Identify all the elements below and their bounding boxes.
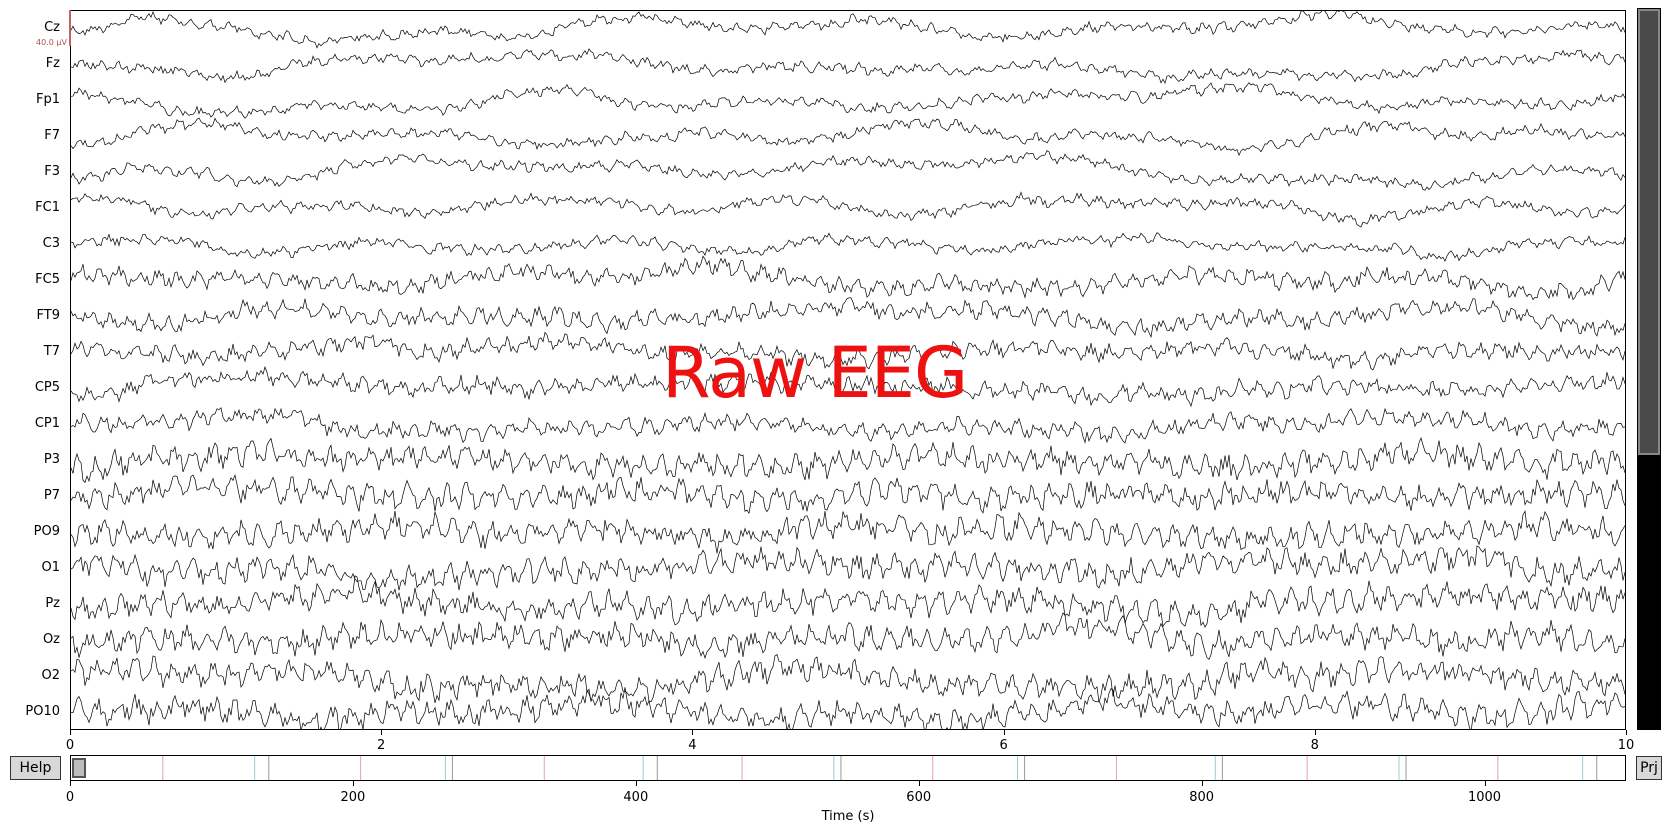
channel-label-f3[interactable]: F3 xyxy=(44,164,60,179)
overview-tick-label: 200 xyxy=(340,790,366,805)
trace-cz[interactable] xyxy=(71,11,1625,49)
scale-bar xyxy=(69,10,71,46)
x-tick-mark xyxy=(1626,730,1627,735)
x-tick-label: 8 xyxy=(1310,738,1319,753)
overview-tick-mark xyxy=(1484,781,1486,786)
trace-po10[interactable] xyxy=(71,687,1625,729)
time-scrollbar-thumb[interactable] xyxy=(72,758,86,778)
overview-tick-mark xyxy=(635,781,637,786)
channel-label-o2[interactable]: O2 xyxy=(41,668,60,683)
overview-tick-mark xyxy=(70,781,71,786)
x-tick-label: 6 xyxy=(999,738,1008,753)
eeg-traces xyxy=(71,11,1625,729)
trace-p3[interactable] xyxy=(71,436,1625,484)
overview-tick-label: 600 xyxy=(906,790,932,805)
trace-f3[interactable] xyxy=(71,150,1625,191)
channel-label-po10[interactable]: PO10 xyxy=(25,704,60,719)
overview-tick-label: 0 xyxy=(65,790,75,805)
x-tick-label: 2 xyxy=(377,738,386,753)
channel-label-f7[interactable]: F7 xyxy=(44,128,60,143)
trace-fc5[interactable] xyxy=(71,255,1625,301)
overview-tick-mark xyxy=(352,781,354,786)
channel-scrollbar[interactable] xyxy=(1637,8,1661,730)
channel-label-t7[interactable]: T7 xyxy=(43,344,60,359)
overview-tick-mark xyxy=(918,781,920,786)
channel-label-c3[interactable]: C3 xyxy=(42,236,60,251)
trace-c3[interactable] xyxy=(71,232,1625,262)
channel-label-cp5[interactable]: CP5 xyxy=(34,380,60,395)
channel-label-fc1[interactable]: FC1 xyxy=(35,200,60,215)
eeg-trace-plot[interactable] xyxy=(70,10,1626,730)
x-tick-mark xyxy=(70,730,71,735)
trace-cp1[interactable] xyxy=(71,407,1625,444)
trace-f7[interactable] xyxy=(71,117,1625,157)
trace-ft9[interactable] xyxy=(71,297,1625,339)
trace-fz[interactable] xyxy=(71,48,1625,85)
event-markers xyxy=(162,756,1598,780)
channel-label-fp1[interactable]: Fp1 xyxy=(35,92,60,107)
overview-tick-mark xyxy=(1201,781,1203,786)
trace-fc1[interactable] xyxy=(71,191,1625,228)
channel-label-cp1[interactable]: CP1 xyxy=(34,416,60,431)
trace-o1[interactable] xyxy=(71,545,1625,591)
channel-label-cz[interactable]: Cz xyxy=(44,20,60,35)
time-scrollbar[interactable] xyxy=(70,755,1626,781)
x-tick-label: 0 xyxy=(65,738,75,753)
trace-oz[interactable] xyxy=(71,612,1625,660)
channel-label-fc5[interactable]: FC5 xyxy=(35,272,60,287)
trace-pz[interactable] xyxy=(71,575,1625,628)
channel-scrollbar-thumb[interactable] xyxy=(1638,9,1660,455)
overview-tick-label: 400 xyxy=(623,790,649,805)
channel-label-oz[interactable]: Oz xyxy=(42,632,60,647)
x-tick-mark xyxy=(1314,730,1316,735)
trace-p7[interactable] xyxy=(71,473,1625,515)
channel-label-po9[interactable]: PO9 xyxy=(33,524,60,539)
trace-o2[interactable] xyxy=(71,653,1625,704)
x-axis-label: Time (s) xyxy=(821,809,875,824)
trace-po9[interactable] xyxy=(71,510,1625,554)
help-button[interactable]: Help xyxy=(10,756,61,780)
channel-label-pz[interactable]: Pz xyxy=(45,596,60,611)
scale-label: 40.0 µV xyxy=(36,38,67,47)
overlay-title: Raw EEG xyxy=(662,332,968,414)
x-tick-mark xyxy=(1003,730,1005,735)
trace-cp5[interactable] xyxy=(71,365,1625,408)
channel-label-ft9[interactable]: FT9 xyxy=(36,308,60,323)
x-tick-mark xyxy=(692,730,694,735)
trace-t7[interactable] xyxy=(71,331,1625,371)
channel-label-p7[interactable]: P7 xyxy=(43,488,60,503)
channel-label-fz[interactable]: Fz xyxy=(45,56,60,71)
projector-button[interactable]: Prj xyxy=(1636,756,1662,780)
x-tick-mark xyxy=(381,730,383,735)
channel-label-o1[interactable]: O1 xyxy=(41,560,60,575)
overview-tick-label: 800 xyxy=(1189,790,1215,805)
x-tick-label: 10 xyxy=(1617,738,1635,753)
channel-label-p3[interactable]: P3 xyxy=(43,452,60,467)
overview-tick-label: 1000 xyxy=(1467,790,1502,805)
x-tick-label: 4 xyxy=(688,738,697,753)
trace-fp1[interactable] xyxy=(71,82,1625,119)
